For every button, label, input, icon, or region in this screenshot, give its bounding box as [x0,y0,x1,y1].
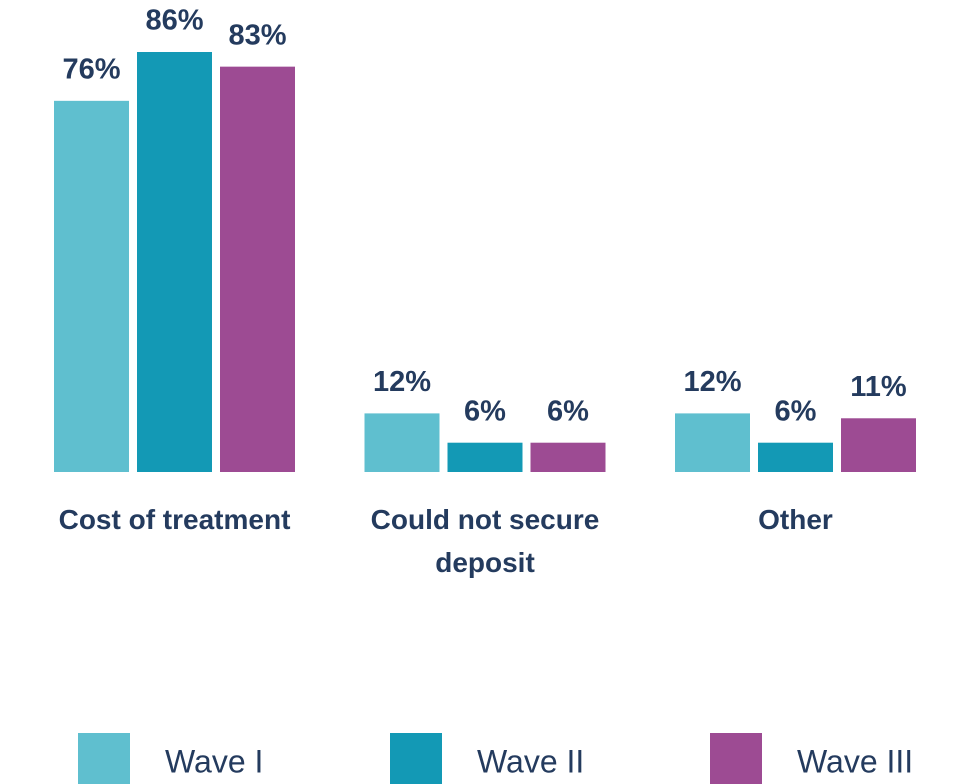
legend-swatch [78,733,130,784]
value-label: 6% [775,395,817,427]
legend-label: Wave II [477,743,584,779]
bar [364,413,440,472]
value-label: 86% [145,5,203,37]
value-label: 12% [683,366,741,398]
bar [54,100,129,472]
legend-swatch [710,733,762,784]
value-label: 6% [547,395,589,427]
legend-label: Wave III [797,743,913,779]
category-label: Could not secure deposit [370,504,600,578]
value-label: 76% [62,53,120,85]
value-label: 83% [228,19,286,51]
legend-label: Wave I [165,743,263,779]
value-label: 12% [373,366,431,398]
category-label: Other [758,504,833,535]
value-label: 6% [464,395,506,427]
bar [447,442,523,472]
bar [675,413,750,472]
bar [137,52,212,472]
legend-swatch [390,733,442,784]
bar [220,66,295,473]
bar [530,442,606,472]
bar [841,418,916,472]
value-label: 11% [850,371,907,403]
bar [758,442,833,472]
category-label: Cost of treatment [58,504,291,535]
